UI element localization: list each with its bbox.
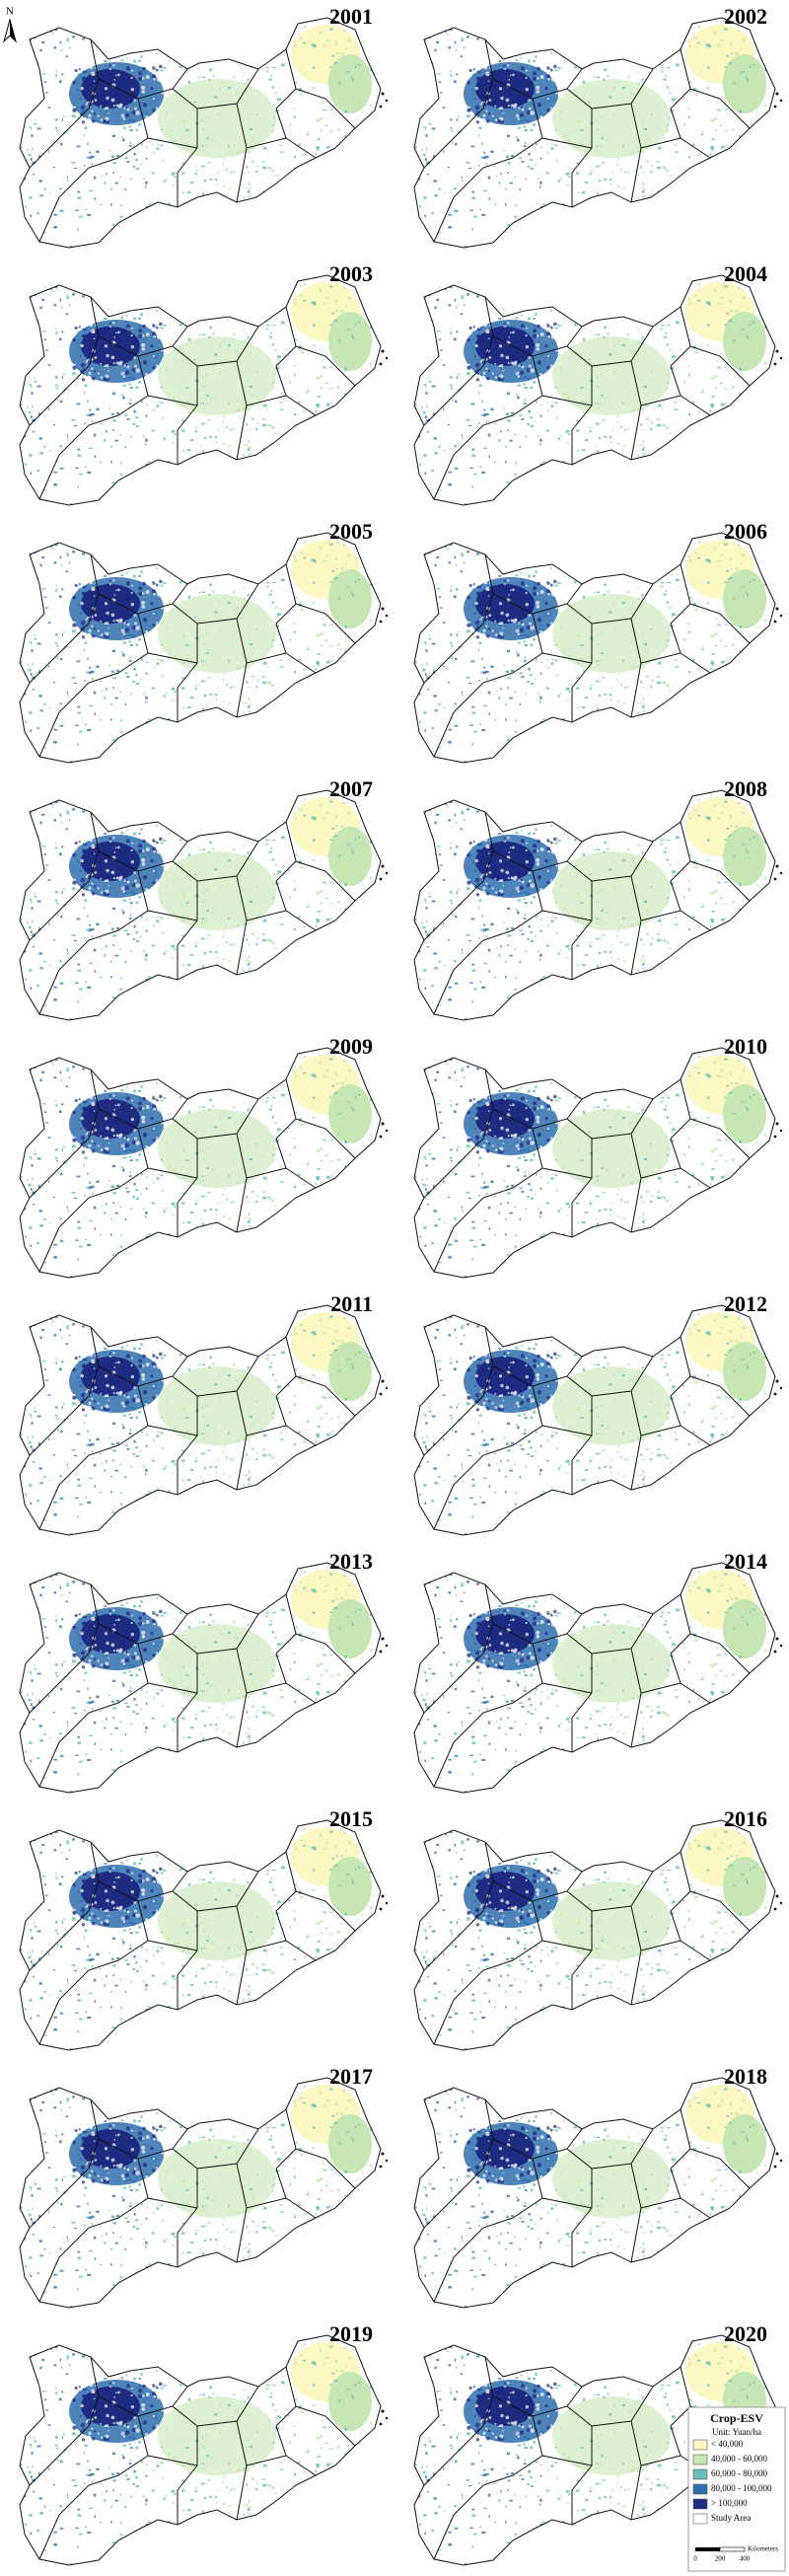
legend: Crop-ESV Unit: Yuan/ha < 40,000 40,000 - …: [687, 2406, 786, 2572]
legend-label: 80,000 - 100,000: [711, 2483, 772, 2493]
year-label: 2011: [330, 1291, 373, 1316]
map-panel: [414, 790, 782, 1025]
map-panel: [20, 1563, 388, 1798]
map-panel: [20, 1820, 388, 2055]
year-label: 2004: [724, 261, 767, 286]
year-label: 2007: [329, 776, 373, 801]
map-panel: [414, 1820, 782, 2055]
year-label: 2017: [329, 2064, 373, 2089]
year-label: 2014: [724, 1549, 767, 1574]
map-panel: [20, 2335, 388, 2570]
year-label: 2008: [724, 776, 767, 801]
scale-bar: [695, 2547, 720, 2551]
legend-swatch: [692, 2439, 708, 2451]
map-panel: [414, 533, 782, 768]
scale-label: 0: [693, 2555, 697, 2563]
map-panel: [20, 1048, 388, 1283]
scale-label: 200: [715, 2555, 726, 2563]
legend-label: 60,000 - 80,000: [711, 2468, 767, 2478]
scale-label: 400: [740, 2555, 751, 2563]
map-panel: [414, 1563, 782, 1798]
year-label: 2019: [329, 2321, 373, 2346]
year-label: 2002: [724, 4, 767, 29]
year-label: 2015: [329, 1806, 373, 1831]
map-panel: [414, 2078, 782, 2313]
map-panel: [414, 1048, 782, 1283]
north-label: N: [6, 6, 14, 18]
legend-label: < 40,000: [711, 2439, 744, 2449]
year-label: 2016: [724, 1806, 767, 1831]
year-label: 2005: [329, 519, 373, 544]
legend-unit: Unit: Yuan/ha: [712, 2427, 761, 2437]
map-panel: [20, 790, 388, 1025]
year-label: 2010: [724, 1034, 767, 1059]
scale-unit: Kilometers: [748, 2545, 778, 2553]
map-panel: [414, 275, 782, 510]
year-label: 2006: [724, 519, 767, 544]
legend-title: Crop-ESV: [710, 2411, 763, 2425]
map-panel: [20, 533, 388, 768]
legend-swatch: [692, 2454, 708, 2466]
legend-label: > 100,000: [711, 2498, 748, 2508]
north-arrow-half: [10, 20, 16, 41]
scale-bar: [719, 2546, 746, 2552]
legend-swatch: [692, 2498, 708, 2510]
map-panel: [414, 1305, 782, 1540]
year-label: 2018: [724, 2064, 767, 2089]
legend-swatch: [692, 2513, 708, 2525]
map-panel: [20, 2078, 388, 2313]
year-label: 2003: [329, 261, 373, 286]
north-arrow: N: [3, 6, 17, 43]
legend-label: 40,000 - 60,000: [711, 2454, 767, 2464]
map-panel: [20, 18, 388, 253]
legend-label: Study Area: [711, 2513, 751, 2523]
legend-swatch: [692, 2468, 708, 2480]
map-panel: [20, 1305, 388, 1540]
year-label: 2001: [329, 4, 373, 29]
year-label: 2013: [329, 1549, 373, 1574]
panels: 2001 2002 2003 2004 2005 2006 2007 2008 2009 2010…: [20, 4, 782, 2570]
year-label: 2009: [329, 1034, 373, 1059]
legend-swatch: [692, 2483, 708, 2495]
year-label: 2012: [724, 1291, 767, 1316]
map-panel: [414, 18, 782, 253]
year-label: 2020: [724, 2321, 767, 2346]
map-panel: [20, 275, 388, 510]
